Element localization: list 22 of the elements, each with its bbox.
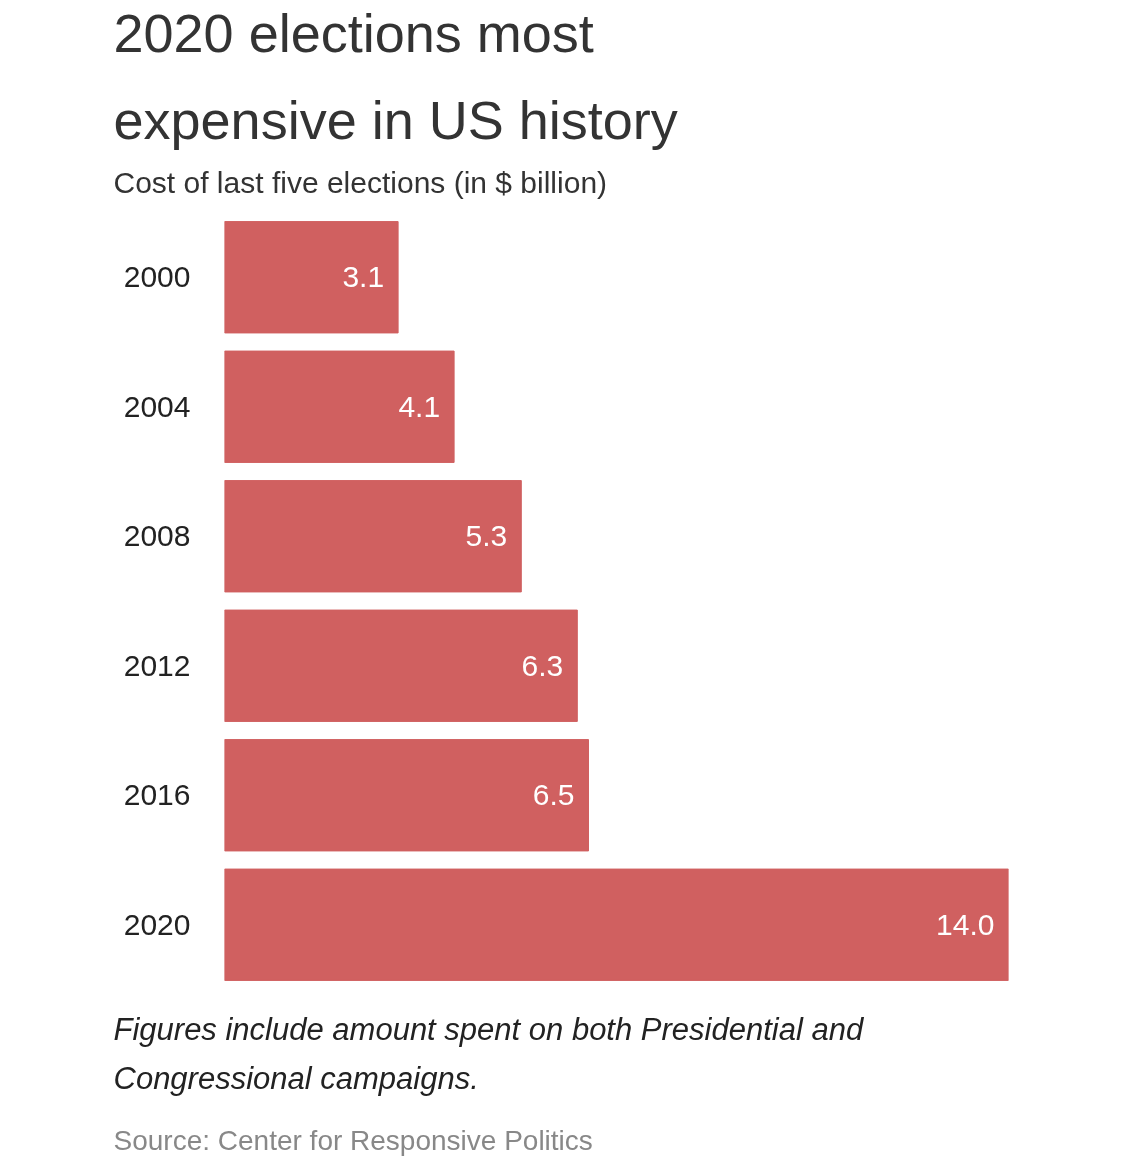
bar [224,221,399,334]
chart-subtitle: Cost of last five elections (in $ billion) [113,165,608,199]
data-label: 4.1 [398,389,441,423]
bar [224,350,455,463]
y-tick-label: 2000 [123,260,191,294]
bar [224,609,578,722]
data-label: 14.0 [936,907,995,941]
bar [224,739,589,852]
data-label: 6.5 [532,778,575,812]
text: Figures include amount spent on both Presidential and Congressional campaigns. [113,1011,865,1096]
y-tick-label: 2004 [123,389,191,423]
y-tick-label: 2012 [123,648,191,682]
y-tick-label: 2016 [123,778,191,812]
bar [224,868,1009,981]
y-tick-label: 2020 [123,907,191,941]
chart-title: 2020 elections most expensive in US history [113,2,678,150]
y-tick-label: 2008 [123,519,191,553]
data-label: 6.3 [521,648,564,682]
data-label: 3.1 [342,260,385,294]
bar [224,480,522,593]
source-note: Source: Center for Responsive Politics [113,1124,593,1156]
data-label: 5.3 [465,519,508,553]
